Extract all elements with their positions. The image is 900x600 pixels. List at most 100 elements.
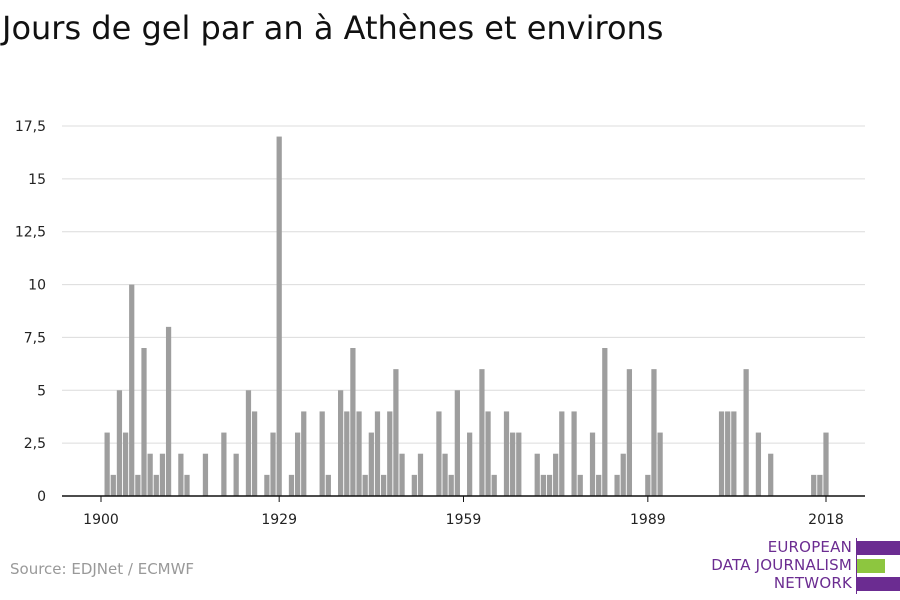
x-tick-label: 1900 — [83, 512, 119, 528]
bar-1952 — [417, 453, 424, 496]
bar-1906 — [135, 474, 141, 496]
x-tick-label: 1989 — [630, 512, 666, 528]
logo-bar-purple-top — [857, 541, 900, 555]
bar-1968 — [516, 432, 522, 496]
bar-1924 — [245, 390, 252, 496]
logo-line-data-journalism: DATA JOURNALISM — [711, 556, 852, 574]
bar-2001 — [718, 411, 725, 496]
bar-1932 — [294, 432, 301, 496]
bar-1981 — [596, 474, 602, 496]
y-tick-label: 17,5 — [15, 119, 46, 135]
bar-1958 — [454, 390, 460, 496]
y-tick-label: 7,5 — [24, 330, 46, 346]
bar-1922 — [233, 453, 239, 496]
bars — [104, 136, 829, 496]
bar-1920 — [221, 432, 227, 496]
bar-1980 — [589, 432, 596, 496]
bar-2007 — [755, 432, 762, 496]
bar-1949 — [399, 453, 405, 496]
bar-1957 — [448, 474, 454, 496]
bar-1964 — [491, 474, 497, 496]
y-tick-label: 10 — [28, 278, 46, 294]
bar-1946 — [381, 474, 387, 496]
bar-1904 — [122, 432, 129, 496]
bar-1941 — [350, 348, 356, 496]
bar-1991 — [657, 432, 663, 496]
bar-1945 — [374, 411, 381, 496]
y-tick-label: 15 — [28, 172, 46, 188]
bar-1903 — [116, 390, 123, 496]
y-tick-label: 12,5 — [15, 225, 46, 241]
bar-1928 — [270, 432, 276, 496]
bar-2009 — [768, 453, 774, 496]
bar-1940 — [344, 411, 350, 496]
bar-1985 — [620, 453, 626, 496]
bar-2003 — [731, 411, 737, 496]
bar-1902 — [110, 474, 116, 496]
logo-divider — [856, 538, 857, 594]
bar-1909 — [153, 474, 159, 496]
bar-1917 — [202, 453, 209, 496]
bar-1967 — [510, 432, 516, 496]
bar-1972 — [540, 474, 546, 496]
x-tick-label: 2018 — [808, 512, 844, 528]
bar-1977 — [571, 411, 577, 496]
bar-1913 — [178, 453, 184, 496]
bar-1971 — [534, 453, 540, 496]
bar-1966 — [503, 411, 510, 496]
bar-1947 — [387, 411, 393, 496]
bar-1931 — [288, 474, 295, 496]
bar-1948 — [393, 369, 399, 496]
bar-2016 — [811, 474, 817, 496]
source-note: Source: EDJNet / ECMWF — [10, 560, 195, 578]
y-tick-label: 5 — [37, 383, 46, 399]
y-tick-label: 0 — [37, 489, 46, 505]
x-tick-label: 1929 — [261, 512, 297, 528]
bar-1974 — [553, 453, 559, 496]
bar-2002 — [725, 411, 731, 496]
bar-1984 — [614, 474, 620, 496]
bar-2005 — [743, 369, 749, 496]
bar-1978 — [577, 474, 583, 496]
bar-1907 — [141, 348, 147, 496]
bar-1910 — [159, 453, 166, 496]
bar-1929 — [276, 136, 282, 496]
bar-1960 — [467, 432, 473, 496]
bar-2018 — [823, 432, 829, 496]
bar-1937 — [325, 474, 331, 496]
bar-1942 — [356, 411, 362, 496]
bar-1944 — [368, 432, 374, 496]
logo-bar-green — [857, 559, 885, 573]
x-tick-label: 1959 — [446, 512, 482, 528]
bar-1973 — [546, 474, 553, 496]
logo-line-european: EUROPEAN — [767, 538, 852, 556]
bar-1943 — [362, 474, 368, 496]
bar-1914 — [184, 474, 190, 496]
logo-line-network: NETWORK — [773, 574, 852, 592]
bar-1989 — [645, 474, 651, 496]
bar-chart: 1900 1929 1959 1989 2018 0 2,5 5 7,5 10 12,5 15 17,… — [15, 119, 865, 528]
bar-1975 — [559, 411, 565, 496]
bar-1901 — [104, 432, 110, 496]
bar-1955 — [436, 411, 442, 496]
edjnet-logo: EUROPEAN DATA JOURNALISM NETWORK — [700, 538, 900, 594]
bar-1982 — [602, 348, 608, 496]
chart-title: Jours de gel par an à Athènes et environ… — [2, 9, 664, 47]
bar-1962 — [479, 369, 485, 496]
bar-1939 — [338, 390, 344, 496]
gridlines — [62, 125, 865, 444]
bar-1925 — [251, 411, 258, 496]
bar-2017 — [817, 474, 823, 496]
bar-1986 — [626, 369, 633, 496]
bar-1990 — [651, 369, 657, 496]
x-axis-ticks: 1900 1929 1959 1989 2018 — [83, 496, 844, 528]
y-tick-label: 2,5 — [24, 436, 46, 452]
bar-1936 — [319, 411, 325, 496]
bar-1933 — [301, 411, 307, 496]
bar-1905 — [129, 284, 135, 496]
bar-1951 — [411, 474, 417, 496]
bar-1956 — [442, 453, 448, 496]
y-axis-labels: 0 2,5 5 7,5 10 12,5 15 17,5 — [15, 119, 46, 505]
bar-1908 — [147, 453, 153, 496]
bar-1963 — [485, 411, 491, 496]
